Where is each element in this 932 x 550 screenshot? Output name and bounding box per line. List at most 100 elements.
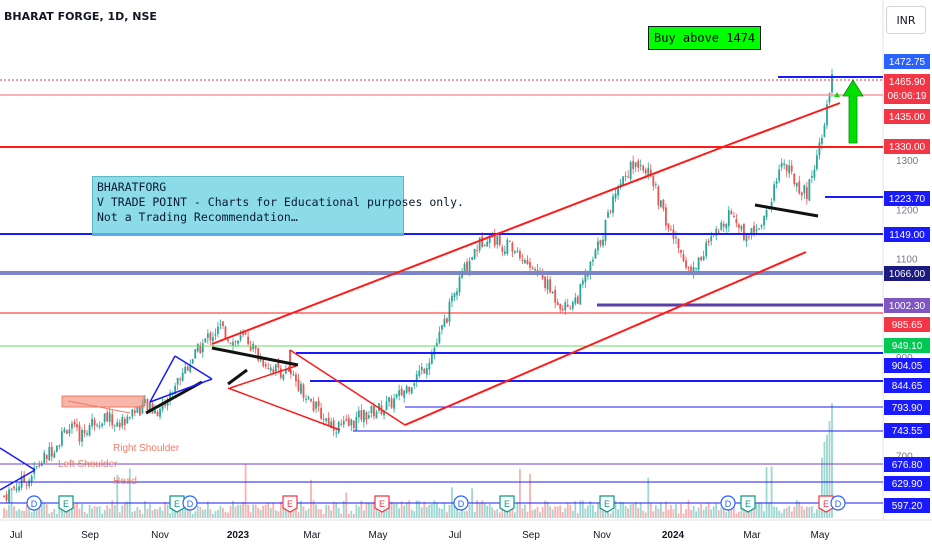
candle-body [191, 359, 194, 364]
candle-body [149, 402, 151, 411]
candle-body [461, 273, 463, 278]
volume-bar [141, 513, 144, 518]
candle-body [571, 302, 574, 309]
time-tick: 2024 [662, 530, 685, 541]
price-label-text: 1223.70 [889, 194, 926, 205]
dividend-marker[interactable]: D [26, 495, 42, 511]
candle-body [128, 416, 131, 419]
volume-bar [320, 509, 323, 518]
candle-body [388, 397, 390, 402]
candle-body [189, 364, 192, 372]
candle-body [715, 228, 718, 236]
volume-bar [181, 502, 184, 518]
candle-body [78, 424, 81, 442]
svg-text:E: E [745, 499, 751, 509]
volume-bar [254, 504, 257, 518]
volume-bar [717, 510, 720, 518]
price-label: 1435.00 [884, 109, 930, 124]
candle-body [254, 345, 257, 349]
candle-body [413, 383, 416, 386]
volume-bar [146, 508, 149, 518]
candle-body [274, 364, 277, 372]
volume-bar [405, 502, 408, 518]
volume-bar [211, 513, 214, 518]
candle-body [516, 250, 519, 252]
volume-bar [551, 509, 554, 518]
candle-body [179, 379, 182, 381]
volume-bar [448, 504, 451, 518]
candle-body [418, 370, 421, 376]
volume-bar [25, 504, 28, 518]
candle-body [144, 399, 146, 403]
volume-bar [206, 501, 209, 518]
candle-body [174, 385, 177, 395]
volume-bar [659, 503, 662, 518]
volume-bar [196, 506, 199, 518]
annotation-head: Head [113, 476, 137, 487]
candle-body [209, 332, 212, 341]
candle-body [3, 495, 5, 497]
volume-bar [692, 505, 695, 518]
volume-bar [249, 512, 252, 518]
volume-bar [481, 500, 484, 518]
earnings-marker[interactable]: E [282, 495, 298, 513]
currency-button[interactable]: INR [886, 6, 926, 34]
volume-bar [332, 501, 335, 518]
candle-body [478, 237, 481, 251]
candle-body [55, 445, 58, 452]
price-label-text: 949.10 [892, 341, 923, 352]
candle-body [204, 338, 207, 343]
info-line-note: Not a Trading Recommendation… [97, 210, 298, 224]
candle-body [592, 259, 594, 262]
candle-body [156, 411, 159, 416]
candle-body [48, 446, 51, 461]
candle-body [40, 463, 43, 466]
candle-body [602, 239, 604, 246]
volume-bar [373, 501, 375, 518]
earnings-marker[interactable]: E [818, 495, 834, 513]
candle-body [35, 466, 38, 468]
volume-bar [647, 477, 650, 518]
volume-bar [156, 509, 159, 518]
dividend-marker[interactable]: D [453, 495, 469, 511]
volume-bar [619, 501, 622, 518]
candle-body [224, 326, 227, 339]
candle-body [410, 387, 413, 394]
dividend-marker[interactable]: D [182, 495, 198, 511]
volume-bar [312, 500, 315, 518]
candle-body [116, 421, 119, 427]
candle-body [305, 399, 307, 401]
dividend-marker[interactable]: D [830, 495, 846, 511]
volume-bar [566, 502, 569, 518]
candle-body [531, 268, 534, 270]
earnings-marker[interactable]: E [499, 495, 515, 513]
candle-body [579, 283, 582, 305]
volume-bar [244, 463, 247, 518]
candle-body [534, 269, 536, 271]
candle-body [121, 417, 124, 427]
earnings-marker[interactable]: E [58, 495, 74, 513]
volume-bar [634, 502, 637, 518]
candle-body [154, 410, 156, 414]
earnings-marker[interactable]: E [169, 495, 185, 513]
volume-bar [805, 506, 808, 518]
volume-bar [639, 503, 642, 518]
earnings-marker[interactable]: E [599, 495, 615, 513]
candle-body [755, 229, 758, 232]
earnings-marker[interactable]: E [740, 495, 756, 513]
candle-body [106, 412, 109, 422]
candle-body [574, 297, 577, 304]
dividend-marker[interactable]: D [720, 495, 736, 511]
candle-body [758, 228, 760, 230]
svg-text:E: E [63, 499, 69, 509]
candle-body [58, 445, 61, 447]
earnings-marker[interactable]: E [374, 495, 390, 513]
price-label: 844.65 [884, 378, 930, 393]
volume-bar [118, 512, 121, 518]
candle-body [272, 369, 275, 373]
volume-bar [262, 505, 265, 518]
price-label: 904.05 [884, 358, 930, 373]
candle-body [103, 413, 106, 422]
